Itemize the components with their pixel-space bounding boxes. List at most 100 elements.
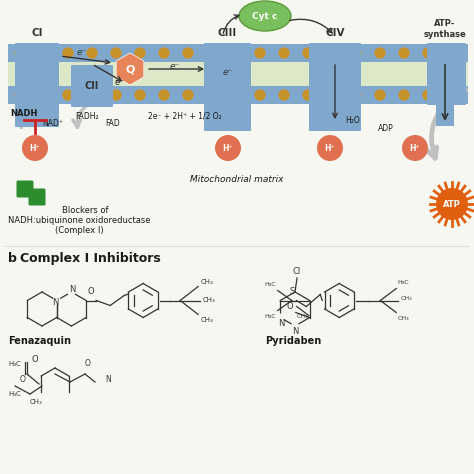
Text: Fenazaquin: Fenazaquin	[8, 336, 71, 346]
Text: Cyt c: Cyt c	[252, 11, 278, 20]
Circle shape	[63, 48, 73, 58]
Bar	[436, 104, 454, 126]
Text: H⁺: H⁺	[30, 144, 40, 153]
Text: O: O	[286, 302, 293, 311]
Circle shape	[159, 48, 169, 58]
Text: ATP: ATP	[443, 200, 461, 209]
FancyBboxPatch shape	[309, 43, 361, 131]
Circle shape	[279, 48, 289, 58]
Circle shape	[15, 90, 25, 100]
Text: CIII: CIII	[218, 28, 237, 38]
Circle shape	[423, 48, 433, 58]
Circle shape	[87, 48, 97, 58]
FancyBboxPatch shape	[427, 43, 466, 105]
Text: O: O	[88, 288, 94, 297]
Text: H₃C: H₃C	[397, 280, 409, 284]
Circle shape	[111, 48, 121, 58]
Text: ADP: ADP	[378, 124, 394, 133]
Circle shape	[215, 135, 241, 161]
Circle shape	[111, 90, 121, 100]
Bar	[8, 62, 468, 86]
Text: Pyridaben: Pyridaben	[265, 336, 321, 346]
Circle shape	[402, 135, 428, 161]
Text: Mitochondrial matrix: Mitochondrial matrix	[190, 174, 284, 183]
Text: H₃C: H₃C	[8, 391, 21, 397]
Bar	[0, 0, 474, 244]
FancyBboxPatch shape	[15, 43, 59, 127]
FancyBboxPatch shape	[17, 181, 34, 198]
Text: N: N	[53, 298, 59, 307]
Text: CH₃: CH₃	[400, 296, 412, 301]
Text: (Complex I): (Complex I)	[55, 226, 104, 235]
FancyBboxPatch shape	[204, 43, 251, 131]
Circle shape	[183, 48, 193, 58]
Circle shape	[351, 48, 361, 58]
Circle shape	[375, 90, 385, 100]
Circle shape	[22, 135, 48, 161]
Circle shape	[423, 90, 433, 100]
Text: NADH: NADH	[10, 109, 37, 118]
Circle shape	[67, 288, 75, 296]
Text: H₃C: H₃C	[264, 282, 276, 286]
Text: N: N	[105, 374, 111, 383]
Circle shape	[63, 90, 73, 100]
Text: H⁺: H⁺	[410, 144, 420, 153]
Circle shape	[39, 48, 49, 58]
Text: N: N	[278, 319, 284, 328]
Circle shape	[399, 48, 409, 58]
Bar	[8, 86, 468, 104]
Text: Q: Q	[125, 64, 135, 74]
Text: NADH:ubiquinone oxidoreductase: NADH:ubiquinone oxidoreductase	[8, 216, 151, 225]
Text: O: O	[85, 359, 91, 368]
Text: N: N	[292, 327, 298, 336]
Circle shape	[207, 90, 217, 100]
Text: CH₃: CH₃	[200, 317, 213, 322]
Text: O: O	[20, 374, 26, 383]
Circle shape	[159, 90, 169, 100]
Circle shape	[135, 90, 145, 100]
Text: CI: CI	[31, 28, 43, 38]
Circle shape	[39, 90, 49, 100]
Bar	[8, 44, 468, 62]
Text: e⁻: e⁻	[115, 78, 125, 86]
Circle shape	[436, 188, 468, 220]
Circle shape	[255, 48, 265, 58]
Text: CII: CII	[85, 81, 99, 91]
Circle shape	[351, 90, 361, 100]
Text: 2e⁻ + 2H⁺ + 1/2 O₂: 2e⁻ + 2H⁺ + 1/2 O₂	[148, 111, 222, 120]
Ellipse shape	[239, 1, 291, 31]
Text: CH₃: CH₃	[30, 399, 43, 405]
Polygon shape	[116, 53, 144, 85]
Circle shape	[375, 48, 385, 58]
Text: Cl: Cl	[293, 267, 301, 276]
Text: N: N	[69, 285, 76, 294]
Text: H⁺: H⁺	[223, 144, 233, 153]
Text: H₃C: H₃C	[8, 361, 21, 367]
Text: e⁻: e⁻	[170, 62, 180, 71]
Text: e⁻: e⁻	[77, 47, 87, 56]
Text: FAD: FAD	[105, 119, 120, 128]
Circle shape	[183, 90, 193, 100]
Circle shape	[399, 90, 409, 100]
Circle shape	[303, 90, 313, 100]
Text: e⁻: e⁻	[223, 67, 233, 76]
Circle shape	[317, 135, 343, 161]
Circle shape	[231, 90, 241, 100]
Text: O: O	[32, 356, 38, 365]
Circle shape	[327, 48, 337, 58]
Text: ATP-
synthase: ATP- synthase	[424, 19, 466, 39]
Text: NAD⁺: NAD⁺	[42, 119, 63, 128]
Circle shape	[327, 90, 337, 100]
Circle shape	[15, 48, 25, 58]
Circle shape	[447, 48, 457, 58]
Text: b: b	[8, 252, 17, 265]
Text: CH₃: CH₃	[397, 316, 409, 320]
Circle shape	[447, 90, 457, 100]
Text: CH₃: CH₃	[200, 279, 213, 284]
Text: Complex I Inhibitors: Complex I Inhibitors	[20, 252, 161, 265]
Circle shape	[207, 48, 217, 58]
Text: Blockers of: Blockers of	[62, 206, 109, 215]
Text: H⁺: H⁺	[325, 144, 335, 153]
Text: CH₃: CH₃	[202, 297, 215, 302]
Text: CH₃: CH₃	[297, 315, 309, 319]
